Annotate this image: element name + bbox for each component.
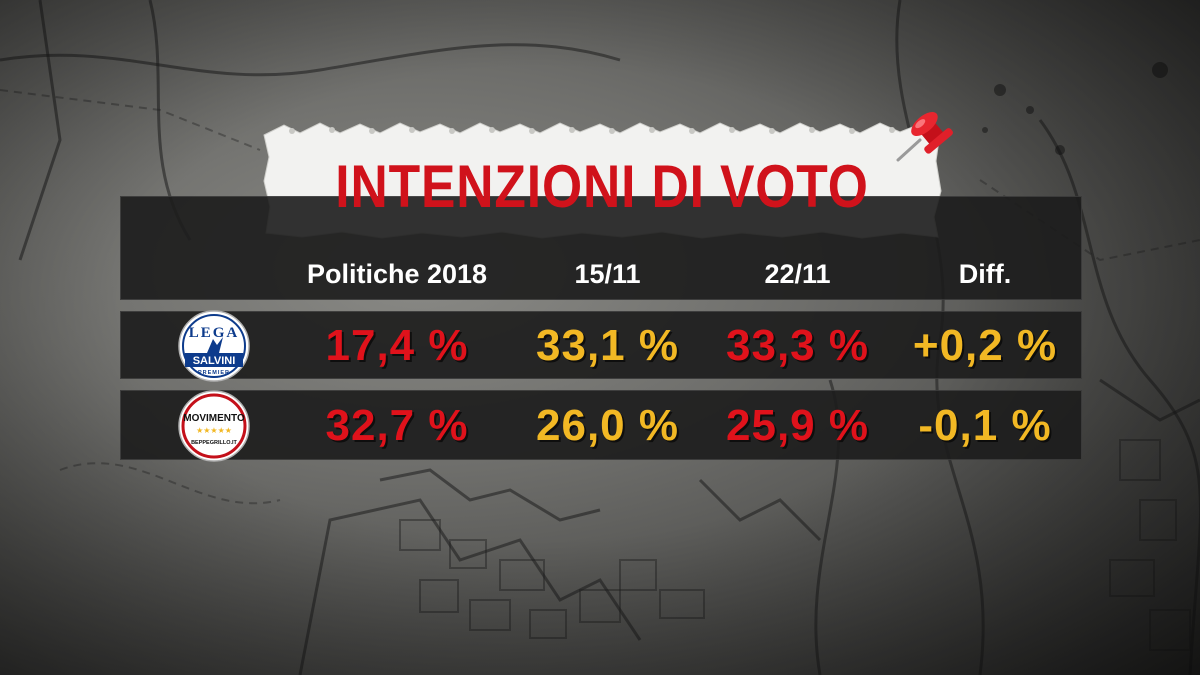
m5s-logo-url: BEPPEGRILLO.IT — [191, 440, 237, 446]
push-pin-icon — [896, 112, 953, 162]
table-row-band-lega — [120, 311, 1082, 379]
page-title: INTENZIONI DI VOTO — [335, 153, 869, 220]
table-row-band-m5s — [120, 390, 1082, 460]
column-header-22-11: 22/11 — [764, 259, 831, 289]
column-header-politiche-2018: Politiche 2018 — [306, 259, 488, 289]
lega-logo-premier: PREMIER — [198, 370, 230, 376]
value-lega-15-11: 33,1 % — [536, 321, 679, 370]
value-lega-22-11: 33,3 % — [726, 321, 869, 370]
value-lega-politiche-2018: 17,4 % — [325, 321, 469, 370]
lega-logo-text: LEGA — [189, 325, 240, 341]
value-m5s-politiche-2018: 32,7 % — [325, 401, 469, 450]
value-lega-diff: +0,2 % — [912, 321, 1058, 370]
column-header-15-11: 15/11 — [574, 259, 641, 289]
lega-logo: LEGA SALVINI PREMIER — [178, 310, 250, 382]
value-m5s-15-11: 26,0 % — [536, 401, 679, 450]
m5s-logo: MOVIMENTO ★★★★★ BEPPEGRILLO.IT — [178, 390, 250, 462]
m5s-logo-stars: ★★★★★ — [196, 426, 232, 435]
value-m5s-22-11: 25,9 % — [726, 401, 869, 450]
column-header-diff: Diff. — [958, 259, 1012, 289]
table-header-band — [120, 196, 1082, 300]
lega-logo-salvini: SALVINI — [193, 355, 236, 367]
m5s-logo-text: MOVIMENTO — [183, 413, 245, 424]
value-m5s-diff: -0,1 % — [918, 401, 1052, 450]
